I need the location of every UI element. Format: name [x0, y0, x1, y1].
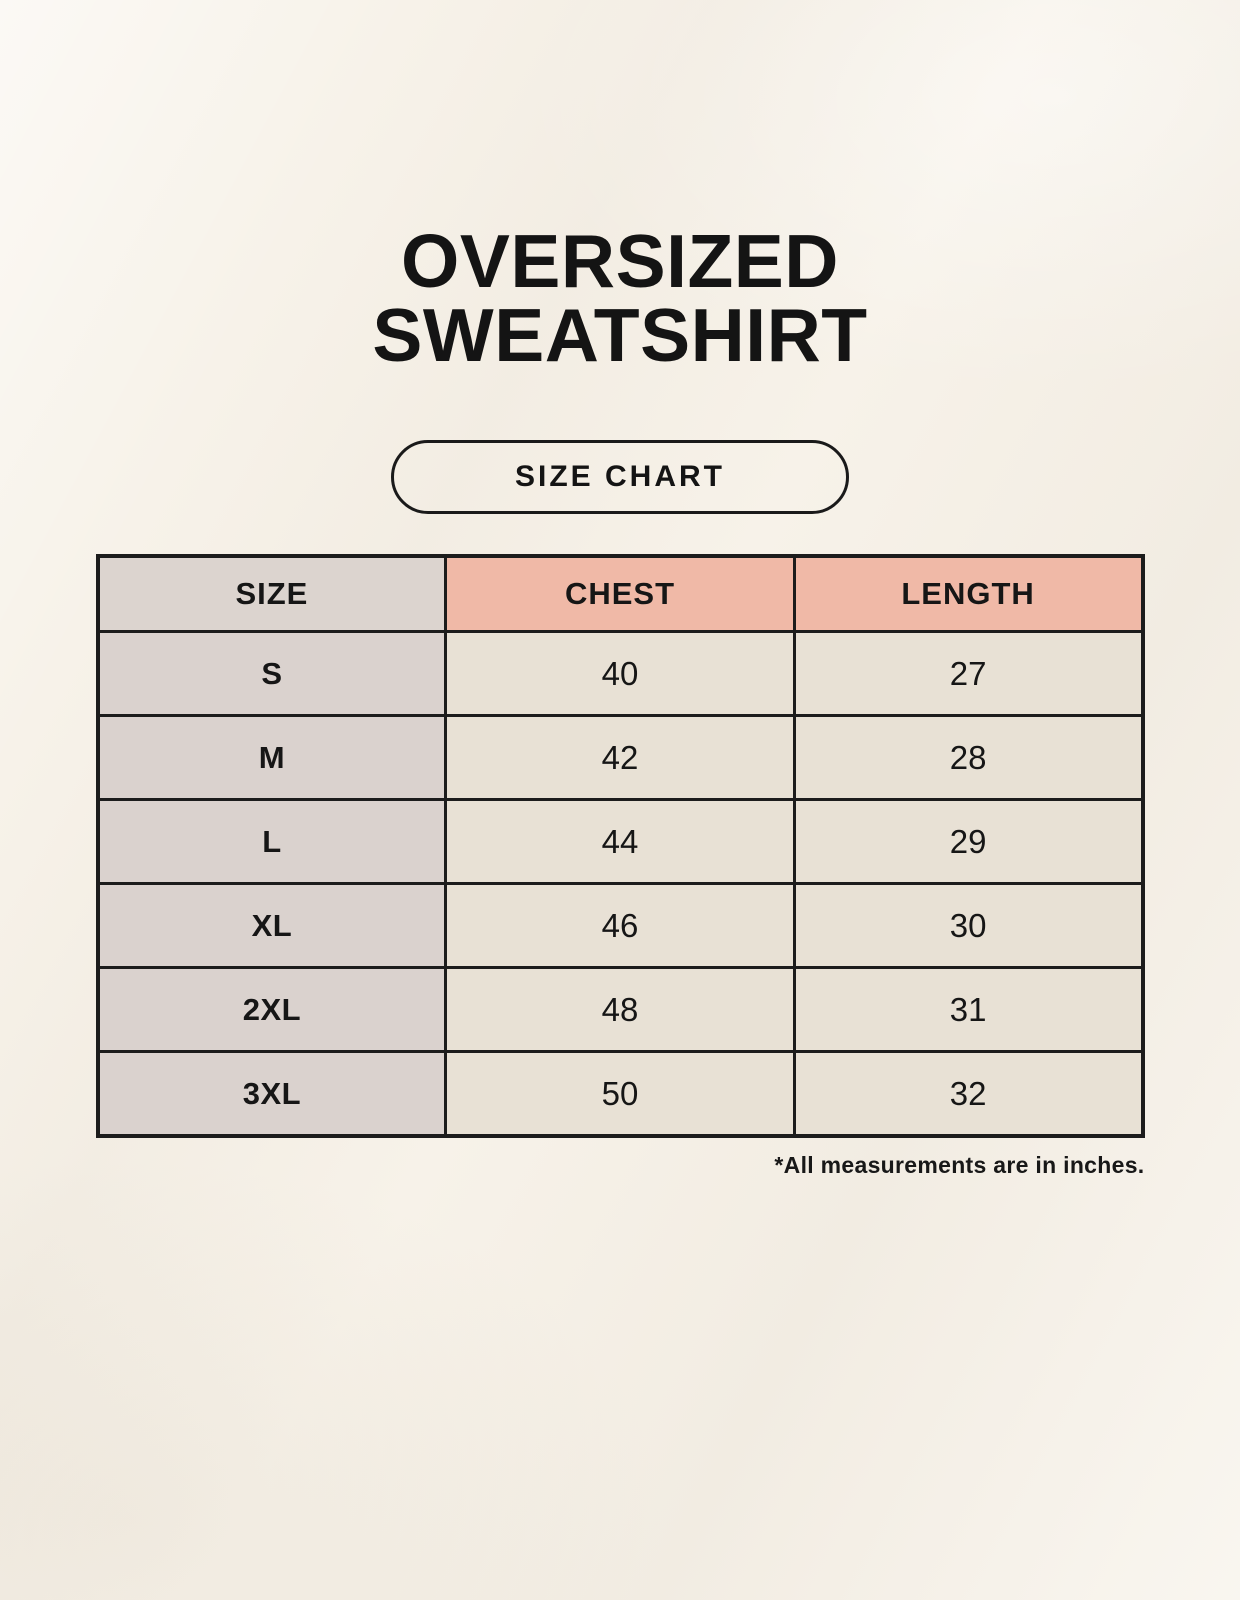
length-value-l: 29 [792, 798, 1145, 885]
column-header-chest: CHEST [444, 554, 796, 633]
table-row: M 42 28 [95, 714, 1145, 801]
size-chart-page: OVERSIZED SWEATSHIRT SIZE CHART SIZE CHE… [0, 0, 1240, 1179]
chest-value-xl: 46 [444, 882, 796, 969]
table-row: XL 46 30 [95, 882, 1145, 969]
size-chart-button-label: SIZE CHART [515, 460, 725, 493]
size-chart-table-container: SIZE CHEST LENGTH S 40 27 M 42 28 L [95, 554, 1145, 1179]
measurements-note: *All measurements are in inches. [774, 1152, 1145, 1178]
size-chart-button[interactable]: SIZE CHART [391, 440, 849, 514]
title-line-1: OVERSIZED [401, 219, 839, 303]
size-label-s: S [95, 630, 448, 717]
chest-value-s: 40 [444, 630, 796, 717]
size-label-m: M [95, 714, 448, 801]
table-row: S 40 27 [95, 630, 1145, 717]
size-label-xl: XL [95, 882, 448, 969]
chest-value-m: 42 [444, 714, 796, 801]
chest-value-2xl: 48 [444, 966, 796, 1053]
column-header-size: SIZE [95, 554, 448, 633]
length-value-2xl: 31 [792, 966, 1145, 1053]
table-header-row: SIZE CHEST LENGTH [95, 554, 1145, 633]
size-label-l: L [95, 798, 448, 885]
chest-value-l: 44 [444, 798, 796, 885]
size-chart-table: SIZE CHEST LENGTH S 40 27 M 42 28 L [95, 554, 1145, 1138]
size-label-2xl: 2XL [95, 966, 448, 1053]
column-header-length: LENGTH [792, 554, 1145, 633]
size-label-3xl: 3XL [95, 1050, 448, 1138]
length-value-s: 27 [792, 630, 1145, 717]
title-line-2: SWEATSHIRT [372, 293, 868, 377]
table-row: 2XL 48 31 [95, 966, 1145, 1053]
chest-value-3xl: 50 [444, 1050, 796, 1138]
length-value-3xl: 32 [792, 1050, 1145, 1138]
table-row: 3XL 50 32 [95, 1050, 1145, 1138]
table-row: L 44 29 [95, 798, 1145, 885]
length-value-m: 28 [792, 714, 1145, 801]
page-title: OVERSIZED SWEATSHIRT [0, 0, 1240, 377]
length-value-xl: 30 [792, 882, 1145, 969]
